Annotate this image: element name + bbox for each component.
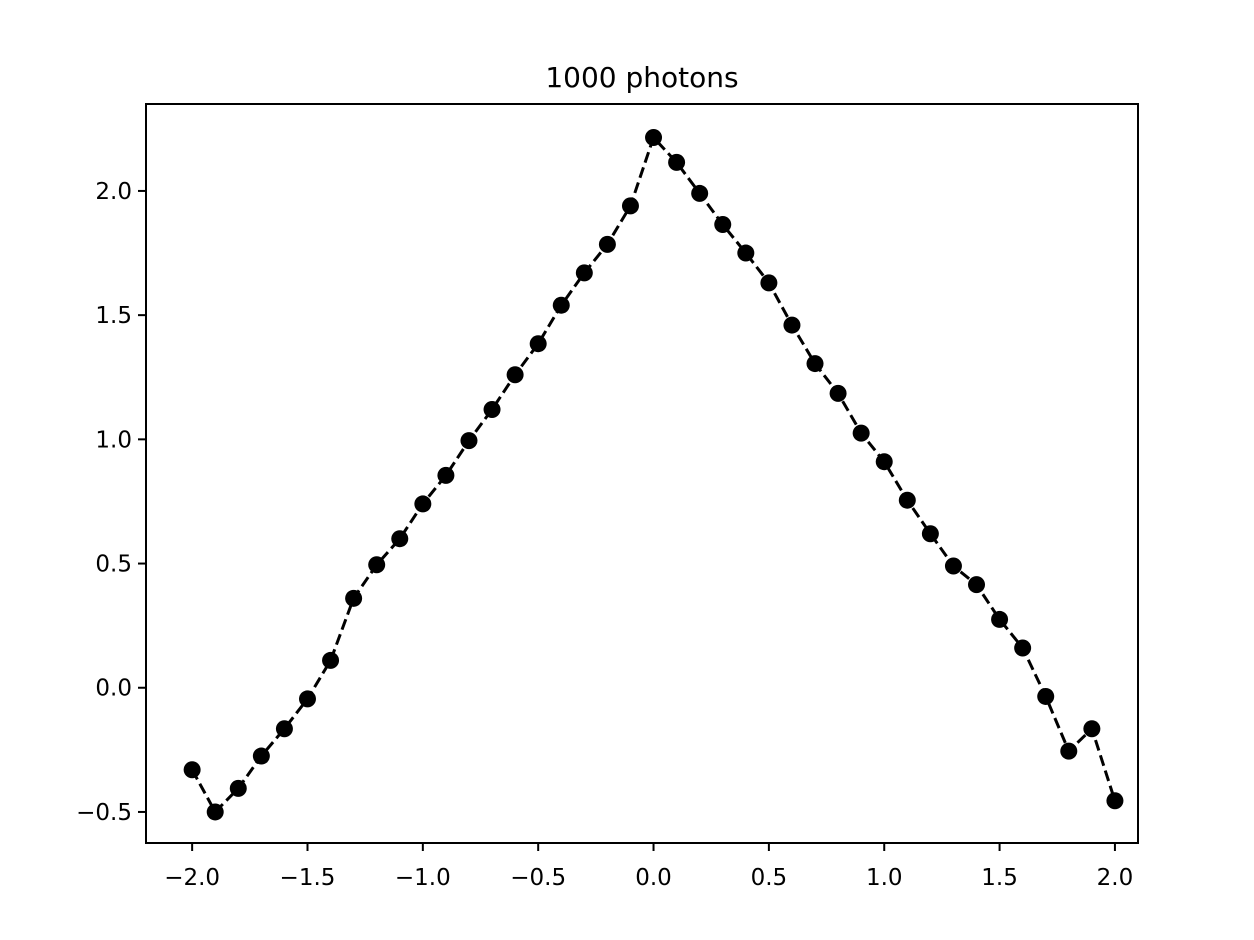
data-point bbox=[206, 803, 224, 821]
data-point bbox=[1060, 742, 1078, 760]
data-point bbox=[414, 495, 432, 513]
data-point bbox=[252, 747, 270, 765]
y-tick-label: 0.0 bbox=[95, 676, 132, 702]
x-tick-label: −0.5 bbox=[510, 865, 566, 891]
y-tick-label: 1.5 bbox=[95, 303, 132, 329]
data-point bbox=[598, 235, 616, 253]
x-tick-label: 1.5 bbox=[981, 865, 1018, 891]
data-point bbox=[645, 129, 663, 147]
plot-area-frame bbox=[145, 103, 1139, 844]
data-point bbox=[368, 556, 386, 574]
x-tick-label: 2.0 bbox=[1097, 865, 1134, 891]
data-point bbox=[1106, 792, 1124, 810]
data-point bbox=[944, 557, 962, 575]
data-point bbox=[852, 424, 870, 442]
data-point bbox=[575, 264, 593, 282]
y-tick-label: 2.0 bbox=[95, 179, 132, 205]
x-tick-label: 0.0 bbox=[635, 865, 672, 891]
data-point bbox=[806, 355, 824, 373]
data-point bbox=[183, 761, 201, 779]
x-tick-label: 1.0 bbox=[866, 865, 903, 891]
data-point bbox=[737, 244, 755, 262]
data-point bbox=[460, 432, 478, 450]
data-point bbox=[506, 366, 524, 384]
data-point bbox=[783, 316, 801, 334]
data-point bbox=[1014, 639, 1032, 657]
x-tick-label: 0.5 bbox=[751, 865, 788, 891]
series-line bbox=[190, 134, 1117, 815]
data-point bbox=[714, 215, 732, 233]
data-point bbox=[875, 453, 893, 471]
data-point bbox=[1083, 720, 1101, 738]
data-point bbox=[552, 296, 570, 314]
data-point bbox=[483, 401, 501, 419]
data-point bbox=[760, 274, 778, 292]
data-point bbox=[898, 491, 916, 509]
data-point bbox=[1037, 687, 1055, 705]
data-point bbox=[391, 530, 409, 548]
data-point bbox=[668, 153, 686, 171]
y-axis: −0.5 0.0 0.5 1.0 1.5 2.0 bbox=[76, 179, 146, 826]
chart-title: 1000 photons bbox=[545, 61, 738, 94]
y-tick-label: 1.0 bbox=[95, 427, 132, 453]
data-point bbox=[345, 589, 363, 607]
data-point bbox=[437, 466, 455, 484]
data-series bbox=[183, 129, 1124, 821]
y-tick-label: −0.5 bbox=[76, 800, 132, 826]
data-point bbox=[829, 384, 847, 402]
y-tick-label: 0.5 bbox=[95, 552, 132, 578]
data-point bbox=[275, 720, 293, 738]
data-point bbox=[621, 197, 639, 215]
x-axis: −2.0 −1.5 −1.0 −0.5 0.0 0.5 1.0 1.5 2.0 bbox=[164, 843, 1133, 891]
data-point bbox=[229, 779, 247, 797]
data-point bbox=[921, 525, 939, 543]
x-tick-label: −1.0 bbox=[395, 865, 451, 891]
data-point bbox=[298, 690, 316, 708]
data-point bbox=[529, 335, 547, 353]
data-point bbox=[968, 576, 986, 594]
x-tick-label: −2.0 bbox=[164, 865, 220, 891]
data-point bbox=[991, 610, 1009, 628]
data-point bbox=[691, 184, 709, 202]
data-point bbox=[322, 651, 340, 669]
x-tick-label: −1.5 bbox=[280, 865, 336, 891]
